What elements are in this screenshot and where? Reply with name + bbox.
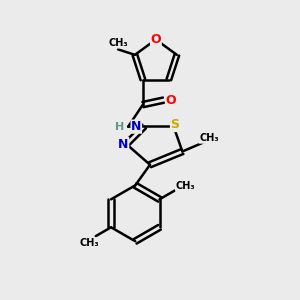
Text: CH₃: CH₃	[108, 38, 128, 48]
Text: N: N	[131, 120, 142, 133]
Text: CH₃: CH₃	[176, 181, 195, 191]
Text: S: S	[170, 118, 179, 131]
Text: O: O	[151, 33, 161, 46]
Text: H: H	[115, 122, 124, 132]
Text: CH₃: CH₃	[80, 238, 99, 248]
Text: CH₃: CH₃	[199, 133, 219, 143]
Text: N: N	[118, 138, 129, 151]
Text: O: O	[166, 94, 176, 106]
